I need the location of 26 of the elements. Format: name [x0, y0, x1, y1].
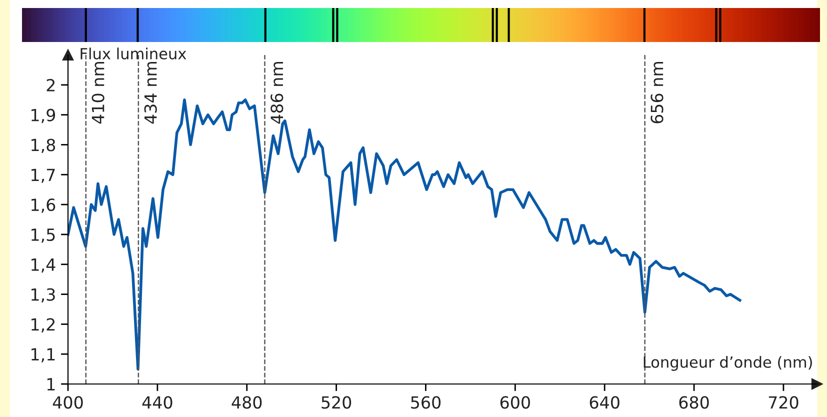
- y-tick-label: 1,1: [32, 348, 55, 362]
- y-tick-label: 2: [46, 78, 55, 92]
- ref-line-label: 656 nm: [650, 62, 664, 124]
- y-tick-label: 1,2: [32, 318, 55, 332]
- x-tick-label: 640: [590, 396, 620, 409]
- y-tick-label: 1,3: [32, 288, 55, 303]
- y-tick-label: 1,4: [32, 258, 56, 273]
- y-tick-label: 1,9: [32, 108, 56, 124]
- y-axis-title: Flux lumineux: [80, 48, 186, 60]
- ref-line-label: 486 nm: [270, 62, 284, 124]
- x-axis-title: Longueur d’onde (nm): [644, 356, 812, 371]
- x-tick-label: 400: [52, 396, 83, 409]
- x-tick-label: 520: [322, 396, 352, 409]
- y-tick-label: 1,8: [32, 138, 56, 153]
- x-tick-label: 560: [411, 396, 441, 409]
- x-tick-label: 440: [142, 396, 172, 409]
- ref-line-label: 434 nm: [144, 62, 157, 124]
- y-tick-label: 1,5: [32, 228, 55, 243]
- x-tick-label: 480: [232, 396, 262, 409]
- y-tick-label: 1: [47, 378, 55, 390]
- ref-line-label: 410 nm: [92, 62, 104, 124]
- x-tick-label: 600: [500, 396, 530, 409]
- x-tick-label: 680: [679, 396, 709, 409]
- x-tick-label: 720: [768, 396, 798, 409]
- y-tick-label: 1,6: [32, 198, 56, 213]
- y-tick-label: 1,7: [32, 168, 55, 183]
